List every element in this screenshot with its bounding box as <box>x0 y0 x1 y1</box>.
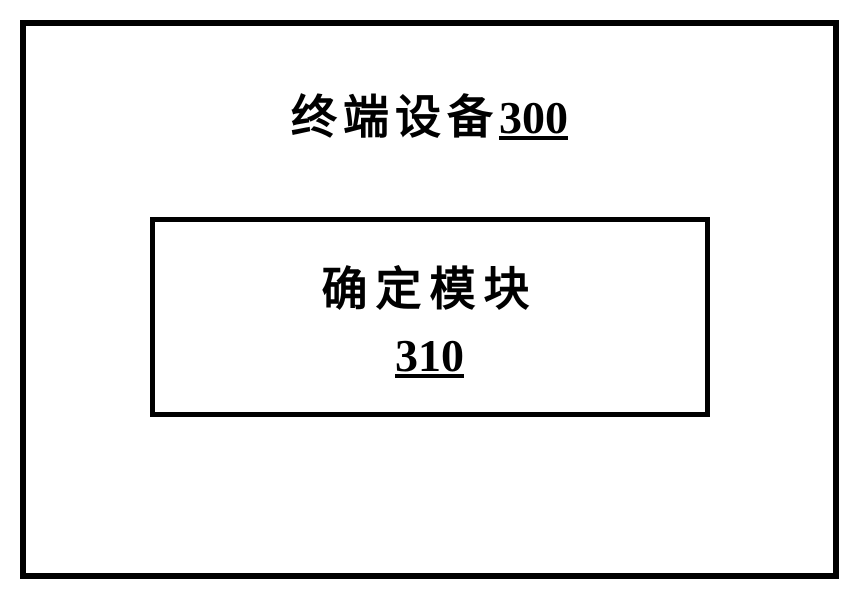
outer-box-title: 终端设备300 <box>291 81 568 147</box>
inner-box-number: 310 <box>395 329 464 382</box>
outer-container-box: 终端设备300 确定模块 310 <box>20 20 839 579</box>
outer-box-title-text: 终端设备 <box>291 92 499 143</box>
outer-box-title-number: 300 <box>499 92 568 143</box>
inner-box-label: 确定模块 <box>322 253 538 319</box>
inner-module-box: 确定模块 310 <box>150 217 710 417</box>
